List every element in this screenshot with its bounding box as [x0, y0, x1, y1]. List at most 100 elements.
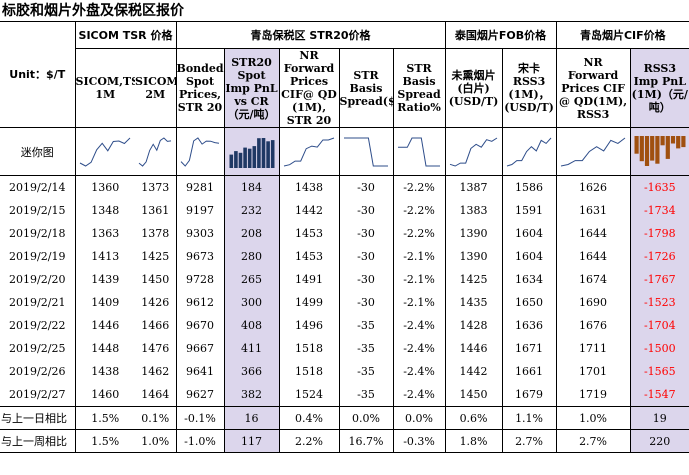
- table-cell: -30: [339, 222, 394, 245]
- table-cell: -2.4%: [393, 314, 446, 337]
- col-header-basis-spread: STR Basis Spread($/T): [339, 48, 394, 128]
- table-cell: 1644: [556, 245, 631, 268]
- table-cell: 9281: [176, 175, 225, 199]
- col-header-bonded-spot: Bonded Spot Prices, STR 20: [176, 48, 225, 128]
- table-cell: -1726: [630, 245, 689, 268]
- table-cell: -1565: [630, 360, 689, 383]
- table-cell: 1360: [91, 181, 120, 194]
- sparkline-bar: [242, 147, 247, 168]
- table-row: 2019/2/15 1348 1361 9197 232 1442 -30 -2.2% 1383…: [0, 199, 689, 222]
- table-row: 2019/2/19 1413 1425 9673 280 1453 -30 -2.1% 1390…: [0, 245, 689, 268]
- table-cell: 1460: [75, 383, 135, 407]
- sparkline-bar: [655, 135, 660, 164]
- table-cell: 9197: [176, 199, 225, 222]
- sparkline-row: 迷你图: [0, 127, 689, 176]
- table-cell: -30: [339, 199, 394, 222]
- table-cell: -2.4%: [393, 360, 446, 383]
- group-sicom: SICOM TSR 价格: [75, 21, 177, 49]
- unit-label: Unit：$/T: [0, 21, 76, 128]
- col-header-nr-forward-rss3: NR Forward Prices CIF @ QD(1M), RSS3: [556, 48, 631, 128]
- page-title: 标胶和烟片外盘及保税区报价: [2, 3, 184, 19]
- table-cell: 232: [224, 199, 280, 222]
- table-cell: -35: [339, 383, 394, 407]
- col-header-sicom-2m: SICOM,TSR, 2M: [135, 48, 177, 128]
- row-date: 2019/2/20: [0, 268, 76, 291]
- table-cell: -2.2%: [393, 222, 446, 245]
- footer-cell: 1.0%: [556, 406, 631, 430]
- table-cell: 9673: [176, 245, 225, 268]
- footer-cell: 1.5%: [75, 429, 135, 453]
- row-date: 2019/2/26: [0, 360, 76, 383]
- table-cell: 1631: [556, 199, 631, 222]
- table-cell: 1676: [556, 314, 631, 337]
- sparkline-bar: [665, 135, 670, 159]
- table-cell: 1387: [445, 175, 503, 199]
- table-cell: 1524: [279, 383, 340, 407]
- table-cell: 1453: [279, 222, 340, 245]
- footer-cell: 0.6%: [445, 406, 503, 430]
- sparkline-bar: [681, 135, 686, 147]
- table-cell: 1373: [135, 175, 177, 199]
- table-cell: 1409: [91, 296, 120, 309]
- footer-cell: 220: [630, 429, 689, 453]
- sparkline-bar: [252, 145, 256, 168]
- footer-cell: 2.2%: [279, 429, 340, 453]
- footer-cell: 2.7%: [556, 429, 631, 453]
- group-header-row: Unit：$/T SICOM TSR 价格 青岛保税区 STR20价格 泰国烟片…: [0, 21, 689, 128]
- footer-cell: 16.7%: [339, 429, 394, 453]
- row-date: 2019/2/19: [0, 245, 76, 268]
- footer-cell: 19: [630, 406, 689, 430]
- table-cell: 1690: [556, 291, 631, 314]
- footer-cell: -0.3%: [393, 429, 446, 453]
- sparkline-bar: [670, 135, 675, 143]
- sparkline-col-8: [445, 127, 503, 176]
- table-cell: 1518: [279, 337, 340, 360]
- table-cell: -1635: [630, 175, 689, 199]
- col-header-sicom-1m: SICOM,TSR, 1M: [75, 48, 135, 128]
- sparkline-col-4: [224, 127, 280, 176]
- sparkline-line: [344, 137, 389, 166]
- table-cell: -35: [339, 337, 394, 360]
- sparkline-col-3: [176, 127, 225, 176]
- table-cell: -1500: [630, 337, 689, 360]
- table-cell: 1446: [91, 319, 120, 332]
- table-cell: 1450: [135, 268, 177, 291]
- col-header-unsmoked-sheet: 未熏烟片(白片)(USD/T): [445, 48, 503, 128]
- sparkline-line: [398, 137, 441, 166]
- sparkline-bar: [649, 135, 655, 161]
- row-date: 2019/2/15: [0, 199, 76, 222]
- footer-cell: 1.1%: [502, 406, 557, 430]
- table-cell: -30: [339, 268, 394, 291]
- table-cell: 184: [224, 175, 280, 199]
- table-cell: 265: [224, 268, 280, 291]
- sparkline-line: [180, 136, 220, 167]
- table-cell: 1442: [279, 199, 340, 222]
- table-cell: 1378: [135, 222, 177, 245]
- group-qingdao-cif: 青岛烟片CIF价格: [556, 21, 689, 49]
- table-cell: 1435: [445, 291, 503, 314]
- footer-cell: 0.0%: [393, 406, 446, 430]
- table-cell: 1496: [279, 314, 340, 337]
- table-cell: 1604: [502, 222, 557, 245]
- table-cell: 1390: [445, 222, 503, 245]
- table-cell: 1348: [91, 204, 120, 217]
- sparkline-line: [506, 137, 552, 166]
- table-cell: 9612: [176, 291, 225, 314]
- table-cell: 1661: [502, 360, 557, 383]
- table-cell: 1446: [445, 337, 503, 360]
- footer-label: 与上一日相比: [0, 406, 76, 430]
- sparkline-col-7: [393, 127, 446, 176]
- footer-cell: -0.1%: [176, 406, 225, 430]
- sparkline-col-2: [135, 127, 177, 176]
- table-cell: 1644: [556, 222, 631, 245]
- table-cell: 1464: [135, 383, 177, 407]
- table-cell: 1701: [556, 360, 631, 383]
- table-cell: 382: [224, 383, 280, 407]
- row-date: 2019/2/22: [0, 314, 76, 337]
- footer-cell: -1.0%: [176, 429, 225, 453]
- table-cell: 9728: [176, 268, 225, 291]
- sparkline-line: [283, 137, 335, 166]
- sparkline-col-1: [75, 127, 135, 176]
- sparkline-col-5: [279, 127, 340, 176]
- sparkline-col-10: [556, 127, 631, 176]
